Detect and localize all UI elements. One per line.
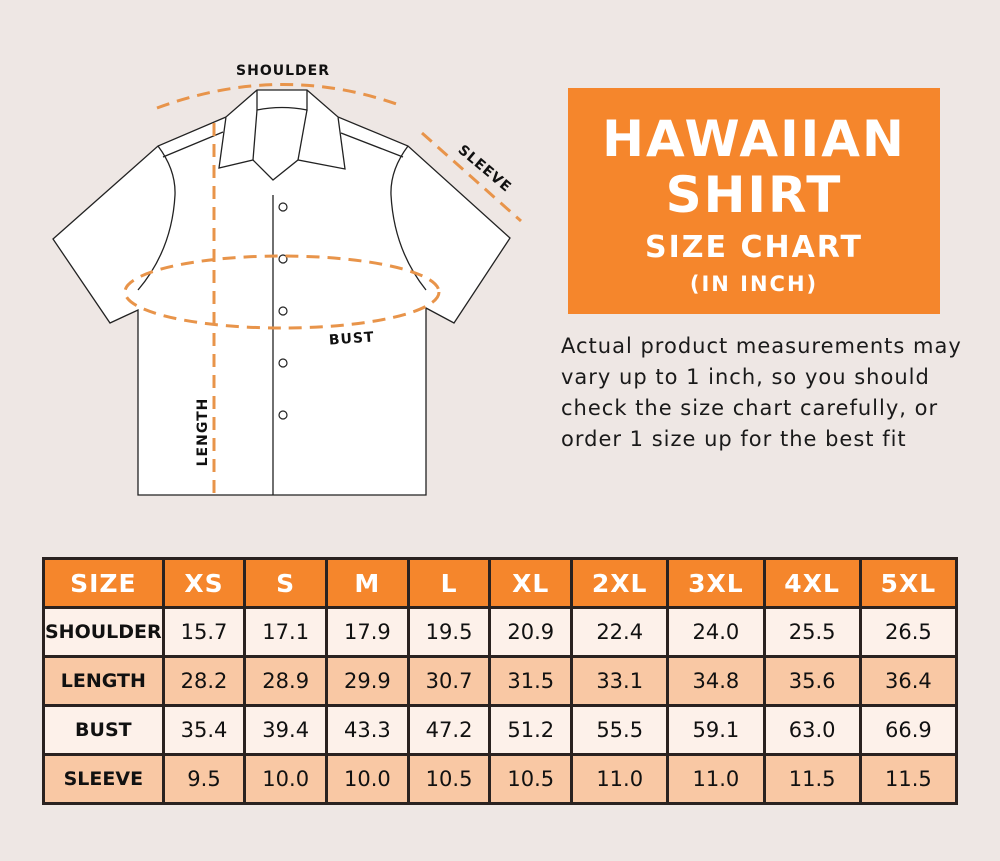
- table-cell: 11.5: [762, 753, 862, 805]
- header-cell: M: [325, 557, 410, 609]
- measure-lines: [123, 83, 522, 495]
- title-banner: HAWAIIAN SHIRT SIZE CHART (IN INCH): [568, 88, 940, 314]
- button-icon: [278, 410, 288, 420]
- table-cell: 59.1: [666, 704, 766, 756]
- table-cell: 33.1: [570, 655, 670, 707]
- title-subtitle: SIZE CHART: [644, 230, 864, 265]
- table-cell: 30.7: [406, 655, 492, 707]
- measurement-note: Actual product measurements may vary up …: [561, 334, 962, 451]
- table-cell: 55.5: [570, 704, 670, 756]
- table-cell: 36.4: [858, 655, 959, 707]
- header-cell: 5XL: [858, 557, 959, 609]
- header-cell: 3XL: [666, 557, 766, 609]
- size-chart-table: SIZE XS S M L XL 2XL 3XL 4XL 5XL SHOULDER 15.7 17.1…: [42, 557, 959, 805]
- bust-line: [123, 254, 441, 330]
- header-cell: XL: [488, 557, 574, 609]
- table-cell: 9.5: [161, 753, 247, 805]
- bust-label: BUST: [328, 329, 375, 348]
- table-cell: 26.5: [858, 606, 959, 658]
- button-icons: [278, 202, 288, 420]
- table-cell: 28.9: [243, 655, 329, 707]
- table-cell: 29.9: [325, 655, 410, 707]
- header-cell: L: [406, 557, 492, 609]
- header-cell: SIZE: [42, 557, 165, 609]
- table-cell: 22.4: [570, 606, 670, 658]
- table-cell: 10.0: [325, 753, 410, 805]
- table-cell: 35.4: [161, 704, 247, 756]
- title-line-2: SHIRT: [665, 166, 843, 224]
- table-cell: 19.5: [406, 606, 492, 658]
- shirt-diagram: SHOULDER SLEEVE BUST LENGTH: [52, 63, 522, 496]
- row-label: LENGTH: [42, 655, 165, 707]
- length-label: LENGTH: [195, 398, 211, 467]
- table-cell: 51.2: [488, 704, 574, 756]
- table-cell: 31.5: [488, 655, 574, 707]
- table-cell: 24.0: [666, 606, 766, 658]
- table-header-row: SIZE XS S M L XL 2XL 3XL 4XL 5XL: [42, 557, 959, 609]
- sleeve-line: [421, 131, 522, 223]
- table-cell: 66.9: [858, 704, 959, 756]
- table-row: SLEEVE 9.5 10.0 10.0 10.5 10.5 11.0 11.0 11.5 11.…: [42, 753, 959, 805]
- title-line-1: HAWAIIAN: [602, 110, 906, 168]
- table-cell: 11.0: [666, 753, 766, 805]
- title-unit: (IN INCH): [689, 272, 819, 296]
- table-row: BUST 35.4 39.4 43.3 47.2 51.2 55.5 59.1 63.0 66.9: [42, 704, 959, 756]
- table-cell: 17.1: [243, 606, 329, 658]
- table-cell: 43.3: [325, 704, 410, 756]
- table-cell: 15.7: [161, 606, 247, 658]
- button-icon: [278, 202, 288, 212]
- table-cell: 11.0: [570, 753, 670, 805]
- table-cell: 20.9: [488, 606, 574, 658]
- table-row: SHOULDER 15.7 17.1 17.9 19.5 20.9 22.4 24.0 25.5…: [42, 606, 959, 658]
- row-label: BUST: [42, 704, 165, 756]
- table-cell: 47.2: [406, 704, 492, 756]
- table-cell: 34.8: [666, 655, 766, 707]
- header-cell: S: [243, 557, 329, 609]
- table-cell: 10.0: [243, 753, 329, 805]
- sleeve-label: SLEEVE: [455, 142, 515, 196]
- header-cell: 4XL: [762, 557, 862, 609]
- shirt-outline: [52, 89, 511, 496]
- table-cell: 10.5: [488, 753, 574, 805]
- button-icon: [278, 254, 288, 264]
- header-cell: 2XL: [570, 557, 670, 609]
- shoulder-label: SHOULDER: [236, 63, 330, 79]
- button-icon: [278, 306, 288, 316]
- table-cell: 63.0: [762, 704, 862, 756]
- table-cell: 10.5: [406, 753, 492, 805]
- header-cell: XS: [161, 557, 247, 609]
- table-row: LENGTH 28.2 28.9 29.9 30.7 31.5 33.1 34.8 35.6 36…: [42, 655, 959, 707]
- button-icon: [278, 358, 288, 368]
- table-cell: 28.2: [161, 655, 247, 707]
- table-cell: 39.4: [243, 704, 329, 756]
- table-cell: 17.9: [325, 606, 410, 658]
- table-cell: 11.5: [858, 753, 959, 805]
- table-cell: 35.6: [762, 655, 862, 707]
- shoulder-line: [156, 83, 403, 110]
- table-cell: 25.5: [762, 606, 862, 658]
- row-label: SHOULDER: [42, 606, 165, 658]
- row-label: SLEEVE: [42, 753, 165, 805]
